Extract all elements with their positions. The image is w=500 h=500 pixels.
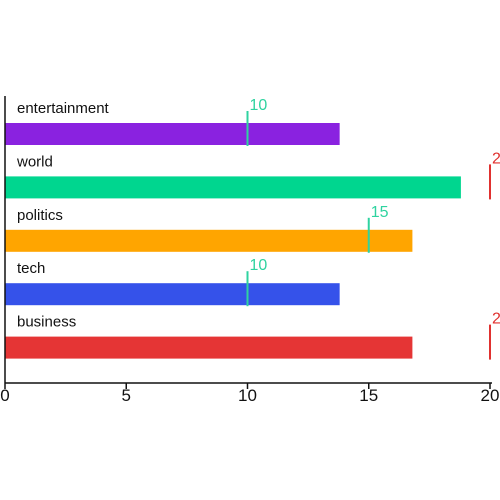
x-axis-ticks: 0 5 10 15 20 bbox=[0, 383, 499, 405]
x-tick-label-0: 0 bbox=[0, 386, 9, 405]
bar-entertainment bbox=[5, 123, 340, 145]
bar-business bbox=[5, 336, 413, 359]
bar-world bbox=[5, 176, 461, 199]
category-label-politics: politics bbox=[17, 207, 63, 224]
x-tick-label-10: 10 bbox=[238, 386, 257, 405]
category-labels: entertainment world politics tech business bbox=[16, 100, 110, 331]
category-label-tech: tech bbox=[17, 260, 45, 277]
category-label-entertainment: entertainment bbox=[17, 100, 110, 117]
marker-label-politics: 15 bbox=[371, 204, 389, 221]
marker-label-business: 20 bbox=[492, 311, 500, 328]
markers-layer: 10 20 15 10 20 bbox=[246, 97, 500, 360]
marker-label-entertainment: 10 bbox=[250, 97, 268, 114]
marker-label-world: 20 bbox=[492, 150, 500, 167]
category-label-business: business bbox=[17, 314, 76, 331]
bar-tech bbox=[5, 283, 340, 306]
x-tick-label-15: 15 bbox=[359, 386, 378, 405]
bars-layer bbox=[5, 123, 461, 359]
x-tick-label-20: 20 bbox=[481, 386, 500, 405]
x-tick-label-5: 5 bbox=[122, 386, 131, 405]
bar-politics bbox=[5, 229, 413, 252]
marker-label-tech: 10 bbox=[250, 257, 268, 274]
category-label-world: world bbox=[16, 153, 53, 170]
